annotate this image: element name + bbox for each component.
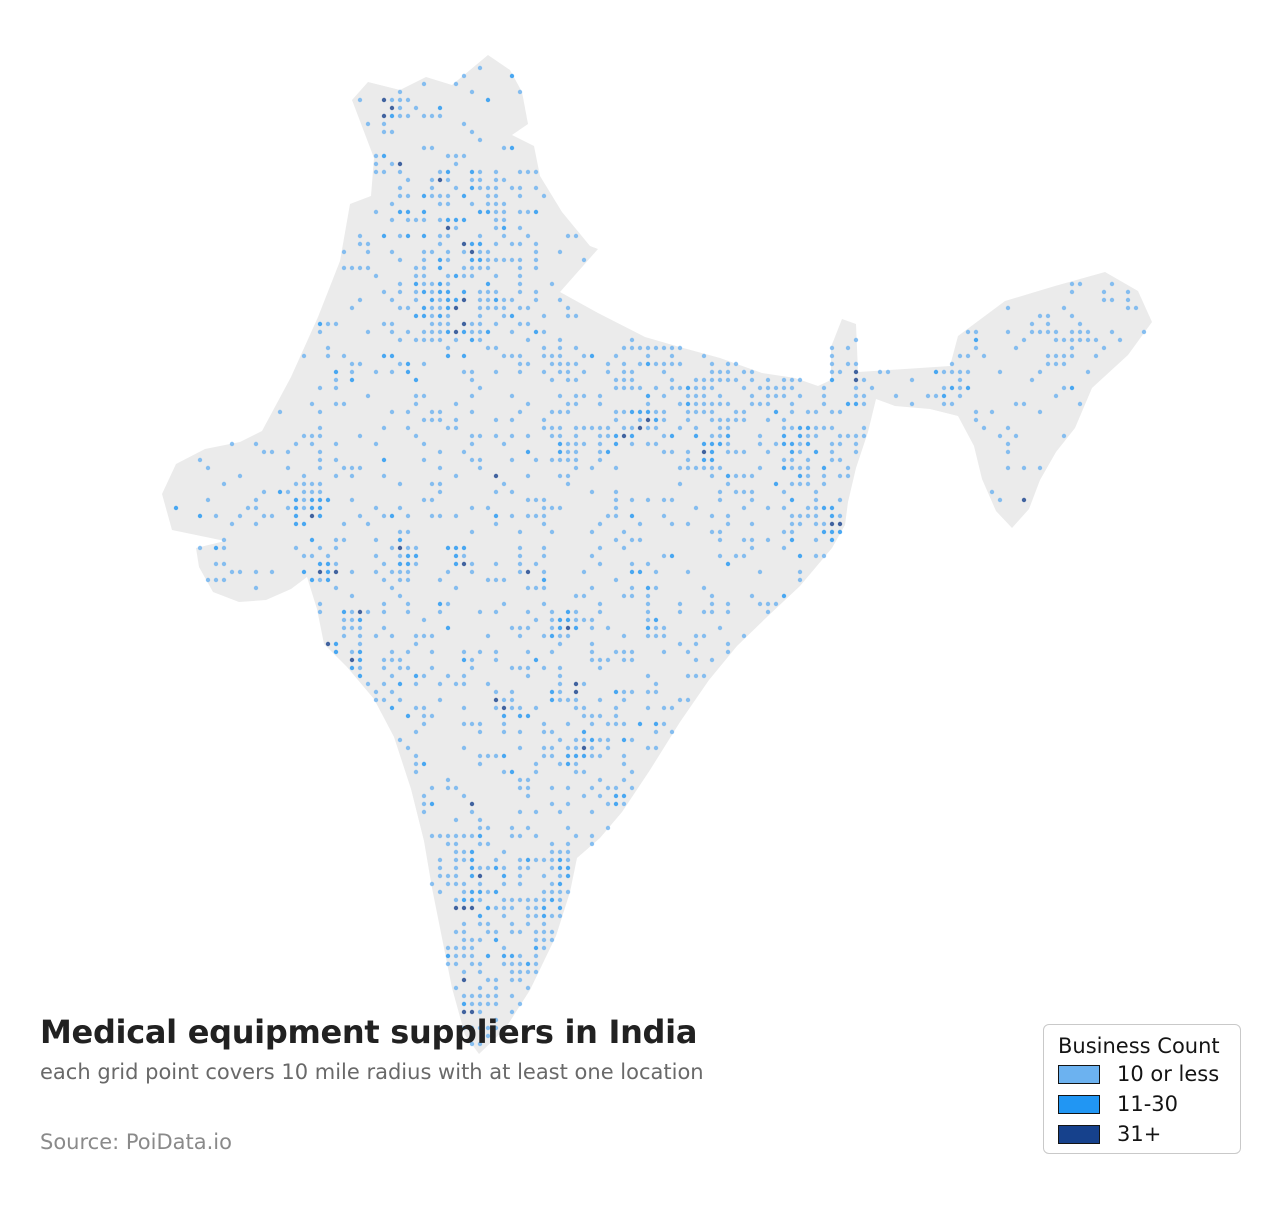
- chart-title: Medical equipment suppliers in India: [40, 1013, 698, 1051]
- legend-box: Business Count 10 or less 11-30 31+: [1043, 1024, 1241, 1154]
- legend-label-mid: 11-30: [1117, 1092, 1179, 1116]
- legend-swatch-mid: [1058, 1094, 1100, 1114]
- legend-label-high: 31+: [1117, 1122, 1162, 1146]
- legend-item: 11-30: [1058, 1089, 1226, 1119]
- chart-subtitle: each grid point covers 10 mile radius wi…: [40, 1060, 704, 1084]
- legend-label-low: 10 or less: [1117, 1062, 1220, 1086]
- legend-swatch-low: [1058, 1064, 1100, 1084]
- india-landmass: [162, 55, 1152, 1054]
- legend-title: Business Count: [1058, 1034, 1220, 1058]
- dot-field: [173, 65, 1147, 1047]
- source-credit: Source: PoiData.io: [40, 1130, 232, 1154]
- legend-swatch-high: [1058, 1124, 1100, 1144]
- legend-item: 10 or less: [1058, 1059, 1226, 1089]
- legend-item: 31+: [1058, 1119, 1226, 1149]
